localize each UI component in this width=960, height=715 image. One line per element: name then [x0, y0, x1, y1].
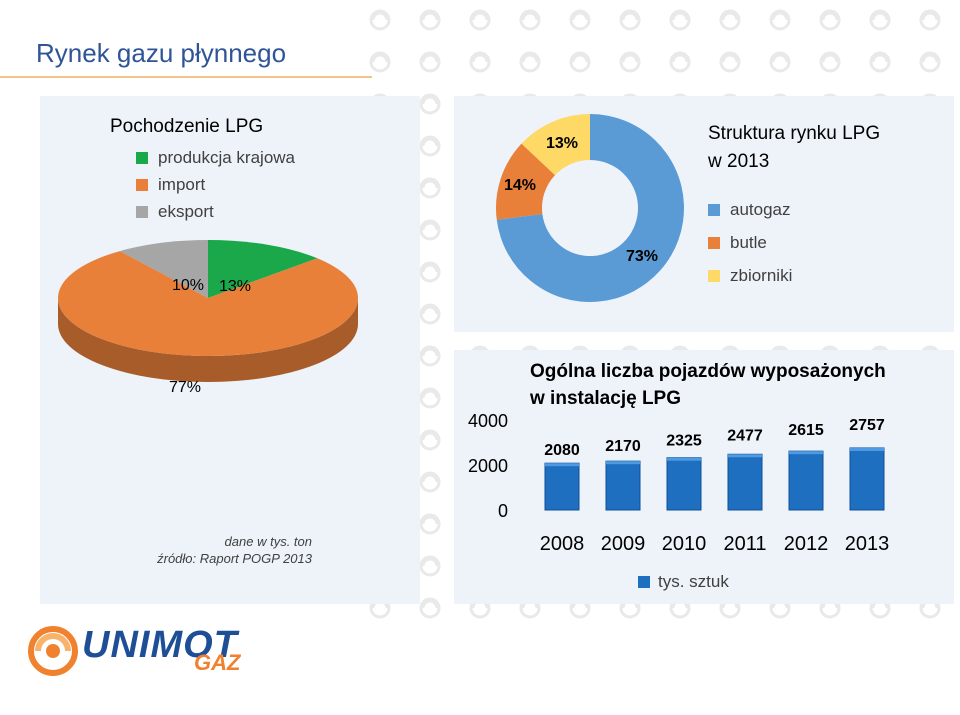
bar-2010 — [666, 457, 702, 511]
donut-slice-zbiorniki — [521, 114, 590, 176]
source-note: źródło: Raport POGP 2013 — [157, 551, 312, 566]
pie-slice-produkcja-krajowa — [208, 240, 318, 298]
bar-top-highlight — [606, 461, 640, 465]
legend-label: butle — [730, 233, 767, 252]
structure-legend-zbiorniki: zbiorniki — [708, 266, 792, 286]
y-tick-label: 0 — [498, 501, 508, 521]
origin-pie-chart: 10% 13% 77% — [58, 240, 358, 396]
legend-swatch-gray — [136, 206, 148, 218]
pie-slice-import — [58, 251, 358, 356]
pie-slice-eksport — [119, 240, 208, 298]
bar-top-highlight — [789, 451, 823, 455]
legend-label: zbiorniki — [730, 266, 793, 285]
bar-top-highlight — [667, 457, 701, 461]
logo-sub-text: GAZ — [194, 650, 241, 675]
legend-swatch-bar — [638, 576, 650, 588]
page-title: Rynek gazu płynnego — [36, 38, 287, 68]
title-underline — [0, 76, 372, 78]
vehicles-title-line1: Ogólna liczba pojazdów wyposażonych — [530, 361, 886, 382]
donut-slice-autogaz — [496, 114, 684, 302]
legend-swatch-blue — [708, 204, 720, 216]
vehicles-bar-chart: 0 2000 4000 2080 2008 2170 2009 2325 2010 2477 201… — [468, 411, 890, 555]
origin-chart-title: Pochodzenie LPG — [110, 116, 264, 137]
legend-label: produkcja krajowa — [158, 148, 296, 167]
legend-label: import — [158, 175, 206, 194]
structure-title-line1: Struktura rynku LPG — [708, 123, 881, 144]
donut-label-zbiorniki: 13% — [546, 135, 578, 152]
x-tick-label: 2009 — [601, 533, 646, 555]
pie-label-import: 77% — [169, 379, 201, 396]
structure-legend-butle: butle — [708, 233, 767, 253]
x-tick-label: 2013 — [845, 533, 890, 555]
data-label: 2757 — [849, 417, 885, 434]
legend-swatch-green — [136, 152, 148, 164]
donut-label-autogaz: 73% — [626, 248, 658, 265]
legend-swatch-orange — [708, 237, 720, 249]
structure-title-line2: w 2013 — [708, 151, 770, 172]
data-label: 2170 — [605, 438, 641, 455]
data-label: 2325 — [666, 433, 702, 450]
units-note: dane w tys. ton — [224, 534, 312, 549]
bar-2009 — [605, 460, 641, 511]
x-tick-label: 2012 — [784, 533, 829, 555]
x-tick-label: 2008 — [540, 533, 585, 555]
bar-top-highlight — [850, 447, 884, 451]
bar-2011 — [727, 453, 763, 511]
vehicles-legend: tys. sztuk — [638, 572, 729, 592]
pie-label-export: 10% — [172, 277, 204, 294]
legend-label: tys. sztuk — [658, 572, 729, 591]
donut-slice-butle — [496, 143, 556, 220]
donut-label-butle: 14% — [504, 177, 536, 194]
bar-top-highlight — [545, 463, 579, 467]
x-tick-label: 2011 — [723, 533, 766, 555]
pie-label-domestic: 13% — [219, 278, 251, 295]
y-tick-label: 4000 — [468, 411, 508, 431]
x-tick-label: 2010 — [662, 533, 707, 555]
vehicles-chart-title: Ogólna liczba pojazdów wyposażonych w in… — [530, 358, 886, 412]
legend-label: autogaz — [730, 200, 791, 219]
bar-2013 — [849, 447, 885, 511]
logo-brand-text: UNIMOT — [82, 624, 238, 666]
bar-2012 — [788, 450, 824, 511]
legend-swatch-yellow — [708, 270, 720, 282]
unimot-gaz-logo: UNIMOT GAZ — [28, 622, 258, 678]
flame-logo-icon — [28, 626, 78, 676]
origin-legend-item-import: import — [136, 175, 205, 195]
y-tick-label: 2000 — [468, 456, 508, 476]
structure-donut-chart: 73% 14% 13% — [496, 114, 684, 302]
data-label: 2477 — [727, 427, 763, 444]
data-label: 2080 — [544, 442, 580, 459]
structure-chart-title: Struktura rynku LPG w 2013 — [708, 120, 880, 176]
vehicles-title-line2: w instalację LPG — [530, 388, 681, 409]
pie-side-import — [58, 298, 358, 382]
legend-swatch-orange — [136, 179, 148, 191]
origin-legend-item-export: eksport — [136, 202, 214, 222]
bar-top-highlight — [728, 454, 762, 458]
data-label: 2615 — [788, 422, 824, 439]
origin-legend-item-domestic: produkcja krajowa — [136, 148, 295, 168]
structure-legend-autogaz: autogaz — [708, 200, 791, 220]
legend-label: eksport — [158, 202, 214, 221]
bar-2008 — [544, 462, 580, 511]
